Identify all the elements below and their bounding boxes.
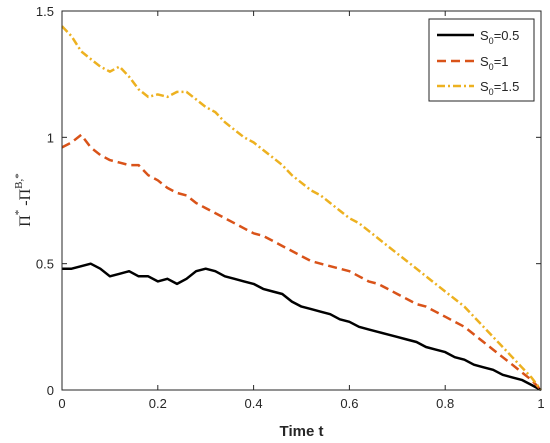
y-axis-label-sup2: B,* — [13, 173, 25, 189]
plot-frame — [61, 10, 542, 391]
series-layer — [61, 25, 542, 392]
x-tick-label: 0.2 — [149, 396, 167, 411]
x-axis: 0 0.2 0.4 0.6 0.8 1 — [58, 11, 545, 411]
x-tick-label: 0.6 — [340, 396, 358, 411]
y-axis-label-sup1: * — [13, 210, 25, 216]
y-tick-label: 0 — [47, 383, 54, 398]
y-tick-label: 0.5 — [36, 257, 54, 272]
y-axis-label-part1: Π — [17, 215, 34, 227]
y-tick-label: 1 — [47, 130, 54, 145]
series-line-1 — [62, 262, 542, 392]
legend-box — [428, 18, 535, 102]
y-axis: 0 0.5 1 1.5 — [36, 4, 541, 398]
series-line-3 — [61, 25, 542, 391]
legend-entry-2: S0=1 — [480, 54, 509, 72]
x-tick-label: 0.8 — [436, 396, 454, 411]
x-tick-label: 0 — [58, 396, 65, 411]
x-tick-label: 0.4 — [245, 396, 263, 411]
legend-entry-1: S0=0.5 — [480, 28, 519, 46]
y-axis-label-part2: -Π — [17, 188, 34, 209]
legend: S0=0.5 S0=1 S0=1.5 — [428, 18, 535, 102]
x-axis-label: Time t — [280, 423, 324, 440]
y-tick-label: 1.5 — [36, 4, 54, 19]
legend-entry-3: S0=1.5 — [480, 79, 519, 97]
x-tick-label: 1 — [537, 396, 544, 411]
svg-text:Π* -ΠB,*: Π* -ΠB,* — [13, 173, 34, 227]
series-line-2 — [61, 133, 542, 391]
y-axis-label: Π* -ΠB,* — [13, 173, 34, 227]
